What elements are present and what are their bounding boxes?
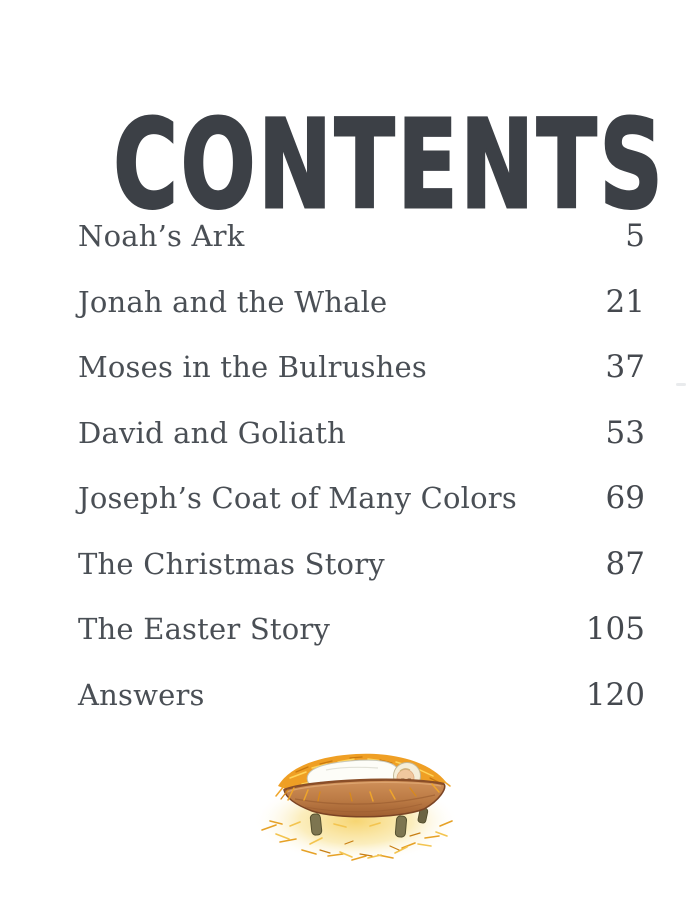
page-title: CONTENTS bbox=[112, 94, 666, 236]
scan-artifact bbox=[676, 383, 686, 386]
manger-legs bbox=[309, 807, 429, 838]
ground-straw-light bbox=[275, 821, 448, 859]
manger-illustration bbox=[253, 753, 459, 863]
toc-row: David and Goliath 53 bbox=[78, 416, 645, 482]
toc-row: Noah’s Ark 5 bbox=[78, 219, 645, 285]
toc-entry-page-number: 120 bbox=[585, 676, 645, 713]
toc-entry-title: Jonah and the Whale bbox=[78, 284, 388, 319]
toc-row: The Easter Story 105 bbox=[78, 612, 645, 678]
toc-row: Moses in the Bulrushes 37 bbox=[78, 350, 645, 416]
ground-straw-dark bbox=[319, 832, 421, 857]
straw-tufts bbox=[275, 779, 451, 802]
manger-trough bbox=[283, 778, 446, 818]
toc-entry-page-number: 105 bbox=[585, 611, 645, 647]
toc-entry-page-number: 53 bbox=[605, 414, 645, 451]
toc-entry-page-number: 87 bbox=[605, 545, 645, 582]
straw-tufts-dark bbox=[280, 787, 417, 802]
toc-entry-title: David and Goliath bbox=[78, 415, 346, 450]
toc-entry-page-number: 5 bbox=[625, 218, 645, 254]
toc-entry-title: Moses in the Bulrushes bbox=[78, 350, 427, 384]
toc-entry-page-number: 21 bbox=[605, 283, 645, 320]
toc-row: Joseph’s Coat of Many Colors 69 bbox=[78, 481, 645, 547]
toc-entry-title: The Easter Story bbox=[78, 612, 331, 646]
toc-entry-title: Answers bbox=[78, 677, 205, 712]
toc-row: Jonah and the Whale 21 bbox=[78, 285, 645, 351]
toc-row: The Christmas Story 87 bbox=[78, 547, 645, 613]
toc-entry-page-number: 69 bbox=[605, 480, 645, 516]
toc-row: Answers 120 bbox=[78, 678, 645, 744]
table-of-contents: Noah’s Ark 5 Jonah and the Whale 21 Mose… bbox=[78, 219, 645, 743]
page-header: CONTENTS bbox=[0, 94, 697, 236]
toc-entry-page-number: 37 bbox=[605, 349, 645, 385]
toc-entry-title: Joseph’s Coat of Many Colors bbox=[78, 481, 517, 515]
toc-entry-title: Noah’s Ark bbox=[78, 219, 245, 253]
toc-entry-title: The Christmas Story bbox=[78, 546, 385, 581]
